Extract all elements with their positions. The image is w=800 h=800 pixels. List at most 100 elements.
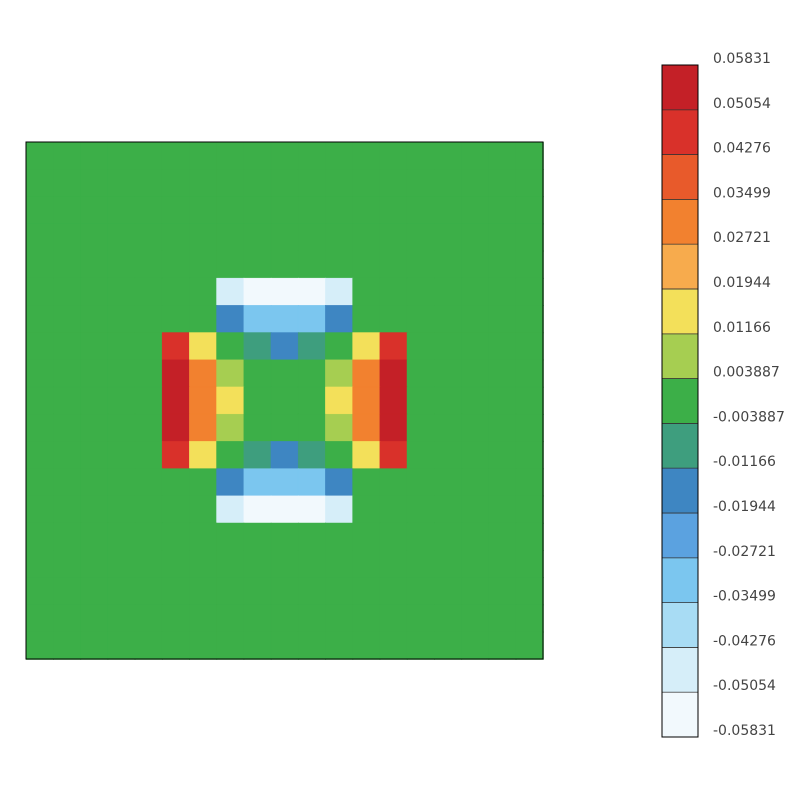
- contour-cell: [434, 386, 463, 415]
- contour-cell: [53, 250, 82, 279]
- contour-cell: [25, 577, 54, 606]
- contour-cell: [461, 277, 490, 307]
- contour-cell: [297, 468, 327, 497]
- contour-cell: [216, 223, 245, 252]
- contour-cell: [80, 495, 109, 524]
- colorbar-tick-label: -0.03499: [713, 589, 776, 605]
- contour-cell: [270, 413, 299, 443]
- colorbar-tick-label: 0.01944: [713, 275, 771, 291]
- contour-cell: [107, 359, 136, 388]
- contour-cell: [515, 495, 544, 524]
- contour-cell: [352, 169, 381, 198]
- contour-cell: [488, 495, 517, 524]
- contour-cell: [461, 305, 490, 334]
- contour-cell: [515, 631, 544, 660]
- contour-cell: [25, 468, 54, 497]
- contour-cell: [325, 277, 354, 307]
- contour-cell: [488, 305, 517, 334]
- contour-cell: [379, 550, 408, 579]
- contour-cell: [488, 332, 517, 361]
- contour-cell: [461, 604, 490, 633]
- contour-cell: [243, 468, 272, 497]
- contour-cell: [243, 196, 272, 225]
- contour-cell: [325, 386, 354, 415]
- contour-cell: [352, 631, 381, 660]
- contour-cell: [189, 305, 218, 334]
- contour-cell: [352, 305, 381, 334]
- contour-cell: [107, 196, 136, 225]
- contour-cell: [352, 250, 381, 279]
- contour-cell: [107, 577, 136, 606]
- contour-cell: [270, 359, 299, 388]
- contour-cell: [379, 196, 408, 225]
- contour-cell: [80, 441, 109, 470]
- contour-cell: [352, 141, 381, 170]
- contour-cell: [80, 413, 109, 443]
- colorbar-band: [661, 243, 699, 290]
- contour-cell: [515, 359, 544, 388]
- contour-cell: [515, 386, 544, 415]
- contour-cell: [53, 359, 82, 388]
- contour-cell: [107, 468, 136, 497]
- contour-cell: [134, 468, 163, 497]
- contour-cell: [243, 577, 272, 606]
- contour-cell: [461, 441, 490, 470]
- contour-cell: [134, 522, 163, 551]
- contour-cell: [270, 577, 299, 606]
- contour-cell: [297, 169, 327, 198]
- contour-cell: [80, 577, 109, 606]
- contour-cell: [379, 386, 408, 415]
- contour-cell: [161, 359, 191, 388]
- contour-cell: [325, 196, 354, 225]
- contour-cell: [216, 577, 245, 606]
- contour-cell: [488, 141, 517, 170]
- contour-cell: [515, 441, 544, 470]
- contour-cell: [134, 169, 163, 198]
- contour-cell: [461, 386, 490, 415]
- contour-cell: [352, 386, 381, 415]
- contour-cell: [161, 169, 191, 198]
- contour-cell: [434, 277, 463, 307]
- contour-cell: [461, 577, 490, 606]
- contour-cell: [189, 169, 218, 198]
- contour-cell: [461, 550, 490, 579]
- contour-cell: [406, 468, 435, 497]
- colorbar-tick-label: -0.04276: [713, 633, 776, 649]
- contour-cell: [107, 413, 136, 443]
- contour-cell: [297, 413, 327, 443]
- contour-cell: [406, 141, 435, 170]
- contour-cell: [461, 223, 490, 252]
- contour-cell: [161, 277, 191, 307]
- contour-cell: [488, 277, 517, 307]
- contour-cell: [515, 169, 544, 198]
- contour-cell: [488, 522, 517, 551]
- contour-cell: [80, 522, 109, 551]
- contour-cell: [352, 413, 381, 443]
- contour-cell: [134, 441, 163, 470]
- contour-cell: [80, 631, 109, 660]
- contour-cell: [297, 441, 327, 470]
- contour-cell: [461, 468, 490, 497]
- contour-cell: [461, 250, 490, 279]
- colorbar-band: [661, 423, 699, 469]
- contour-cell: [434, 631, 463, 660]
- contour-cell: [243, 386, 272, 415]
- contour-cell: [216, 141, 245, 170]
- contour-cell: [216, 386, 245, 415]
- contour-cell: [216, 169, 245, 198]
- contour-cell: [53, 550, 82, 579]
- contour-cell: [434, 196, 463, 225]
- contour-cell: [461, 495, 490, 524]
- colorbar-border: [661, 64, 699, 738]
- contour-cell: [53, 413, 82, 443]
- contour-cell: [134, 305, 163, 334]
- contour-cell: [216, 631, 245, 660]
- contour-cell: [406, 250, 435, 279]
- contour-cell: [297, 386, 327, 415]
- contour-cell: [25, 604, 54, 633]
- contour-cell: [297, 223, 327, 252]
- contour-cell: [80, 386, 109, 415]
- contour-cell: [134, 386, 163, 415]
- contour-cell: [434, 413, 463, 443]
